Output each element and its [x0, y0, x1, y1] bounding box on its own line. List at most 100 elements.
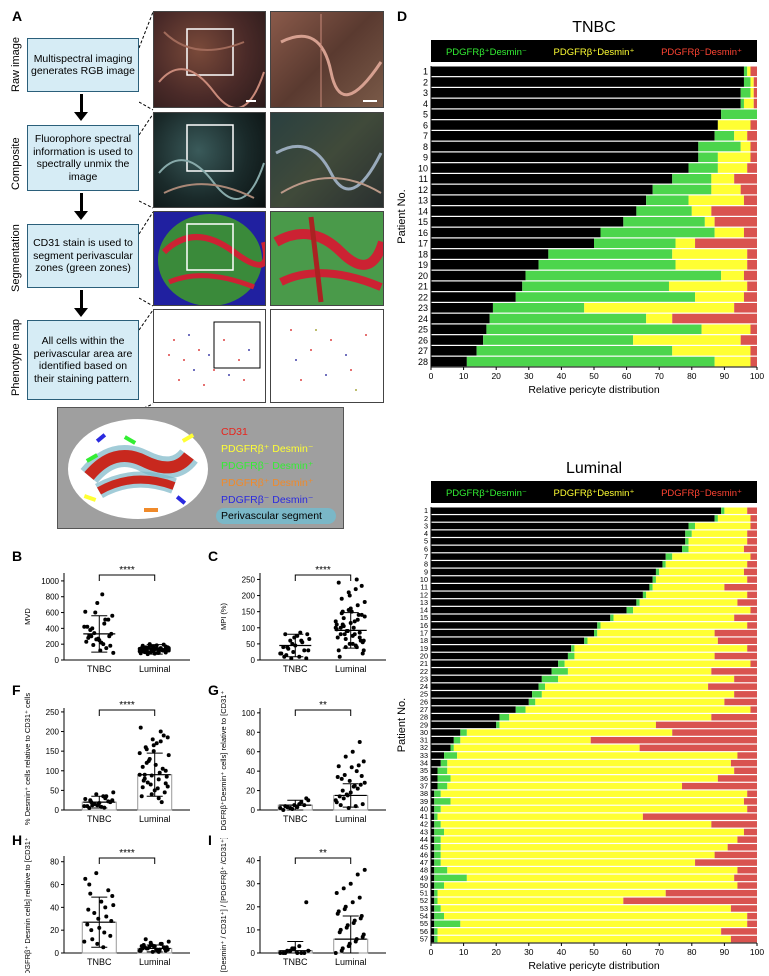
data-point [161, 642, 166, 647]
y-tick-label: 50 [420, 881, 428, 890]
legend-entry: PDGFRβ⁺Desmin⁻ [446, 488, 527, 499]
data-point [150, 737, 155, 742]
bar-segment [665, 889, 757, 897]
bar-segment [483, 335, 634, 345]
raw-image-zoom [270, 11, 384, 108]
bar-segment [750, 66, 757, 77]
y-tick-label: 10 [420, 575, 428, 584]
bar-segment [431, 507, 722, 514]
bar-segment [440, 759, 448, 767]
bar-segment [447, 867, 738, 874]
y-tick-label: 11 [419, 174, 428, 184]
data-point [338, 803, 343, 808]
y-tick-label: 27 [418, 346, 428, 356]
bar-segment [727, 844, 757, 851]
bar-segment [431, 281, 523, 292]
bar-segment [740, 184, 757, 195]
bar-segment [431, 260, 539, 270]
y-tick-label: 0 [251, 656, 256, 665]
x-tick-label: Luminal [139, 957, 171, 967]
bar-segment [711, 174, 735, 184]
bar-segment [431, 935, 435, 943]
data-point [356, 612, 361, 617]
bar-segment [431, 805, 435, 813]
x-tick-label: 40 [557, 947, 567, 957]
bar-segment [437, 935, 731, 943]
bar-segment [431, 897, 435, 905]
data-point [148, 782, 153, 787]
bar-segment [740, 88, 751, 98]
data-point [151, 749, 156, 754]
bar-segment [717, 637, 757, 644]
bar-segment [431, 545, 683, 553]
bar-segment [750, 77, 754, 87]
panel-label-i: I [208, 832, 212, 848]
bar-segment [652, 576, 656, 583]
bar-segment [431, 813, 435, 820]
data-point [347, 593, 352, 598]
bar-segment [437, 889, 666, 897]
bar-segment [431, 844, 435, 851]
y-tick-label: 16 [418, 228, 428, 238]
bar-segment [541, 691, 735, 698]
data-point [346, 608, 351, 613]
bar-segment [613, 614, 735, 622]
data-point [341, 886, 346, 891]
data-point [94, 871, 99, 876]
data-point [344, 925, 349, 930]
row-label-phenotype: Phenotype map [10, 318, 22, 396]
bar-segment [440, 844, 728, 851]
bar-segment [545, 683, 709, 690]
data-point [143, 937, 148, 942]
y-tick-label: 600 [46, 609, 60, 618]
x-tick-label: 50 [589, 371, 599, 381]
y-tick-label: 57 [420, 934, 428, 943]
bar-segment [460, 736, 591, 744]
data-point [304, 900, 309, 905]
data-point [356, 763, 361, 768]
data-point [104, 646, 109, 651]
bar-segment [584, 303, 735, 313]
bar-segment [434, 790, 441, 797]
bar-segment [558, 660, 565, 667]
data-point [140, 764, 145, 769]
data-point [353, 939, 358, 944]
bar-segment [688, 163, 718, 173]
data-point [110, 613, 115, 618]
data-point [149, 773, 154, 778]
bar-segment [734, 614, 757, 622]
flow-arrow-2 [80, 193, 83, 213]
bar-segment [724, 698, 757, 706]
bar-segment [453, 744, 640, 752]
bar-segment [431, 195, 647, 206]
significance-bracket [98, 574, 156, 581]
y-tick-label: 26 [418, 335, 428, 345]
panel-label-h: H [12, 832, 23, 848]
bar-segment [431, 120, 718, 130]
data-point [148, 940, 153, 945]
bar-segment [431, 698, 529, 706]
bar-segment [750, 553, 757, 560]
x-tick-label: 60 [622, 371, 632, 381]
bar-segment [431, 645, 572, 652]
bar-segment [431, 928, 435, 935]
x-tick-label: 50 [589, 947, 599, 957]
y-tick-label: 17 [418, 239, 428, 249]
y-tick-label: 23 [418, 303, 428, 313]
bar-segment [646, 591, 748, 599]
bar-segment [466, 874, 735, 882]
data-point [307, 637, 312, 642]
bar-segment [431, 836, 435, 843]
bar-segment [548, 249, 673, 259]
composite-image-thumb [153, 112, 266, 208]
bar-segment [431, 217, 624, 227]
bar-segment [434, 798, 451, 805]
legend-header [431, 40, 757, 62]
bar-segment [431, 767, 438, 775]
data-point [360, 934, 365, 939]
bar-segment [747, 281, 757, 292]
bar-segment [460, 920, 748, 928]
data-point [300, 640, 305, 645]
bar-segment [431, 790, 435, 797]
bar-segment [525, 706, 751, 713]
